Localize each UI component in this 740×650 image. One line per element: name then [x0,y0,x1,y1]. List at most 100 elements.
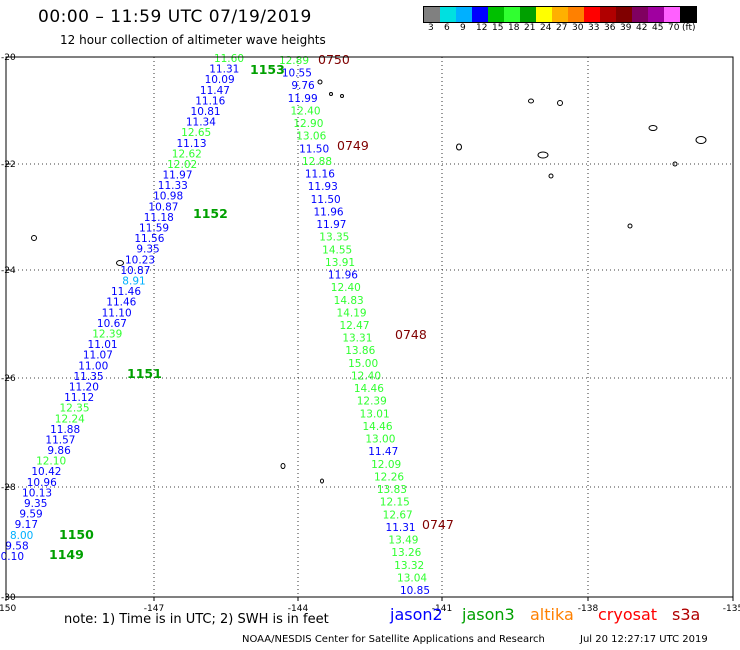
pass-time-label: 1152 [193,206,228,221]
wave-height-value: 12.24 [55,413,85,425]
wave-height-value: 14.19 [337,307,367,319]
wave-height-value: 11.12 [64,392,94,404]
longitude-tick-label: -135 [723,604,740,614]
wave-height-value: 12.67 [383,509,413,521]
island-outline [528,98,534,104]
wave-height-value: 11.00 [78,360,108,372]
wave-height-value: 12.15 [380,497,410,509]
pass-time-label: 0747 [422,517,454,532]
island-outline [340,94,344,98]
longitude-tick-label: -147 [144,604,164,614]
footer-note: note: 1) Time is in UTC; 2) SWH is in fe… [64,612,329,627]
wave-height-value: 11.31 [386,522,416,534]
legend-swatch [520,7,536,22]
legend-swatch [600,7,616,22]
longitude-tick-label: -144 [288,604,309,614]
wave-height-value: 11.99 [288,93,318,105]
legend-swatch [584,7,600,22]
wave-height-value: 11.34 [186,117,216,129]
legend-label: 45 [652,23,664,33]
wave-height-value: 11.47 [200,85,230,97]
wave-height-value: 13.01 [360,408,390,420]
wave-height-value: 13.31 [342,333,372,345]
wave-height-value: 12.10 [36,456,66,468]
wave-height-value: 11.57 [45,434,75,446]
generated-timestamp: Jul 20 12:27:17 UTC 2019 [580,634,708,645]
mission-label-s3a: s3a [672,605,701,624]
legend-label: 27 [556,23,568,33]
wave-height-value: 13.04 [397,572,427,584]
wave-height-value: 10.13 [22,487,52,499]
mission-label-altika: altika [530,605,574,624]
wave-height-value: 11.56 [134,233,164,245]
latitude-tick-label: -28 [1,483,16,493]
legend-label: 12 [476,23,488,33]
legend-swatch [568,7,584,22]
wave-height-value: 12.47 [339,320,369,332]
wave-height-value: 13.83 [377,484,407,496]
legend-swatch [648,7,664,22]
wave-height-value: 11.07 [83,350,113,362]
wave-height-value: 10.67 [97,318,127,330]
wave-height-value: 14.46 [354,383,384,395]
legend-swatch [664,7,680,22]
legend-label: 9 [460,23,466,33]
wave-height-value: 11.46 [111,286,141,298]
island-outline [648,125,658,131]
island-outline [627,223,633,229]
wave-height-value: 11.18 [144,212,174,224]
island-outline [456,143,462,151]
island-outline [320,478,324,484]
wave-height-value: 10.81 [191,106,221,118]
legend-label: 36 [604,23,616,33]
wave-height-value: 11.59 [139,223,169,235]
island-outline [695,136,707,144]
wave-height-value: 12.89 [279,55,309,67]
pass-time-label: 1153 [250,62,285,77]
wave-height-value: 12.90 [293,118,323,130]
wave-height-value: 11.33 [158,180,188,192]
wave-height-value: 14.55 [322,244,352,256]
island-outline [672,161,678,167]
map-frame [5,56,734,598]
legend-label: 18 [508,23,520,33]
wave-height-value: 13.32 [394,560,424,572]
wave-height-value: 10.09 [205,74,235,86]
wave-height-value: 13.26 [391,547,421,559]
wave-height-value: 9.35 [24,498,47,510]
wave-height-value: 12.39 [92,328,122,340]
latitude-tick-label: -20 [1,53,16,63]
legend-label: 39 [620,23,632,33]
wave-height-value: 12.26 [374,471,404,483]
legend-label: 15 [492,23,504,33]
legend-swatch [680,7,696,22]
island-outline [317,79,323,85]
legend-label: 21 [524,23,536,33]
wave-height-value: 10.42 [31,466,61,478]
wave-height-value: 12.09 [371,459,401,471]
wave-height-value: 10.96 [27,477,57,489]
island-outline [280,463,286,469]
legend-swatch [504,7,520,22]
wave-height-value: 11.16 [195,95,225,107]
legend-swatch [616,7,632,22]
legend-swatch [472,7,488,22]
wave-height-value: 11.35 [74,371,104,383]
legend-swatch [488,7,504,22]
wave-height-value: 9.17 [15,519,38,531]
wave-height-value: 12.02 [167,159,197,171]
legend-label: 42 [636,23,648,33]
wave-height-value: 11.46 [106,297,136,309]
wave-height-value: 13.00 [365,434,395,446]
wave-height-value: 12.65 [181,127,211,139]
wave-height-value: 8.91 [122,276,145,288]
wave-height-value: 13.49 [388,535,418,547]
latitude-tick-label: -26 [1,374,16,384]
legend-label: 70 [668,23,680,33]
wave-height-value: 11.31 [209,64,239,76]
pass-time-label: 0748 [395,327,427,342]
islands [31,79,707,484]
wave-height-value: 9.59 [19,509,42,521]
